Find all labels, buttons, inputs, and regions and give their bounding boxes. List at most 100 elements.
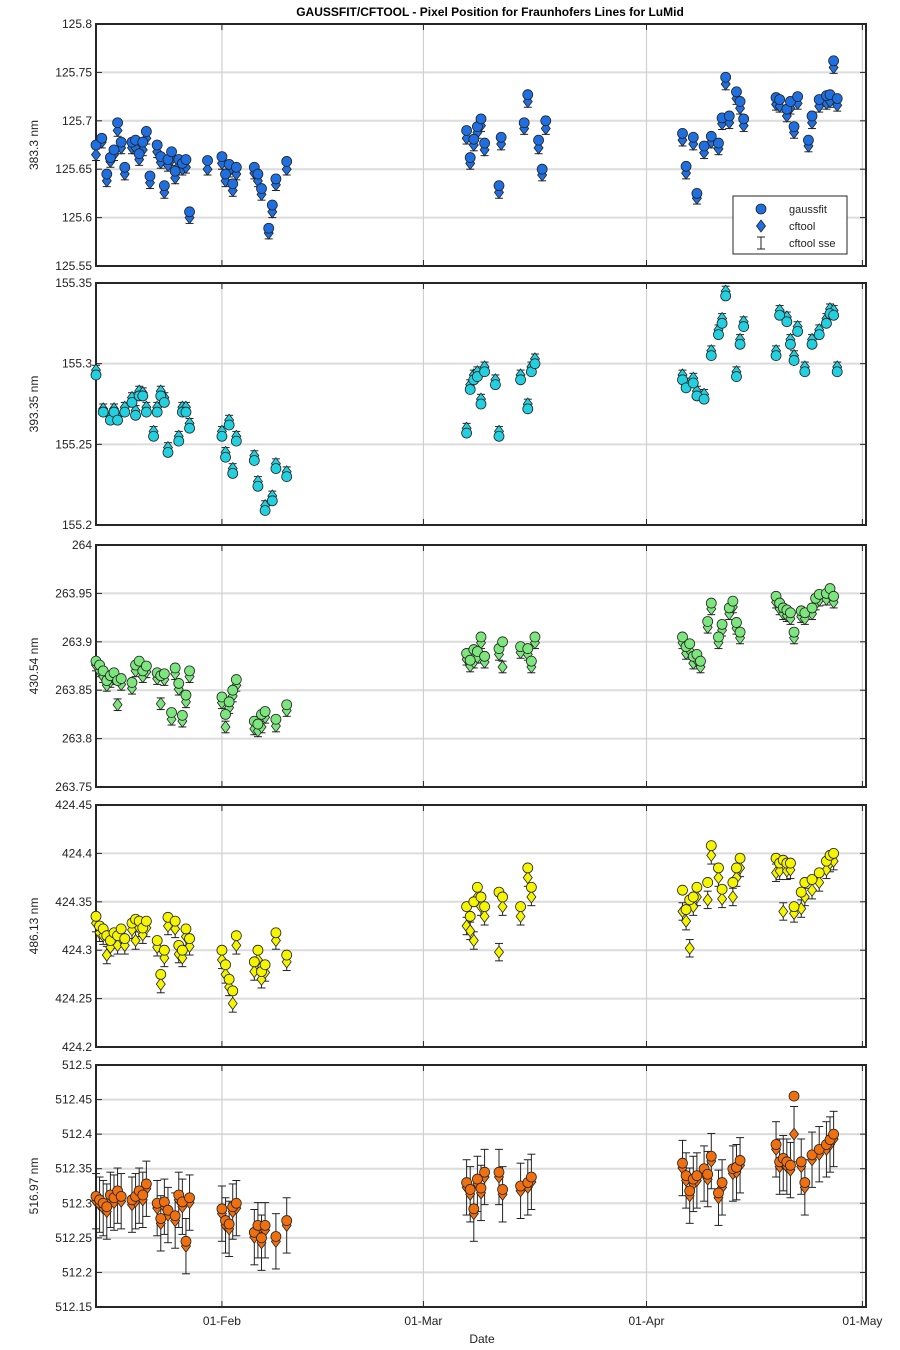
gaussfit-point <box>479 137 490 149</box>
gaussfit-point <box>828 309 840 321</box>
gaussfit-point <box>795 1156 807 1168</box>
gaussfit-point <box>180 923 192 935</box>
gaussfit-point <box>270 463 282 474</box>
gaussfit-point <box>475 113 487 125</box>
gaussfit-point <box>680 160 692 172</box>
gaussfit-point <box>716 317 728 329</box>
gaussfit-point <box>687 377 699 389</box>
gaussfit-point <box>734 96 746 107</box>
gaussfit-point <box>713 329 724 341</box>
y-axis-label: 516.97 nm <box>27 1158 41 1215</box>
gaussfit-point <box>169 915 181 927</box>
y-tick-label: 125.8 <box>62 17 92 31</box>
gaussfit-point <box>705 597 717 609</box>
gaussfit-point <box>259 706 271 717</box>
gaussfit-point <box>705 1150 717 1162</box>
x-tick-label: 01-Mar <box>404 1314 442 1328</box>
gaussfit-point <box>472 881 483 893</box>
gaussfit-point <box>119 161 131 173</box>
cftool-point <box>497 660 508 674</box>
gaussfit-point <box>169 165 181 177</box>
gaussfit-point <box>281 949 293 961</box>
gaussfit-point <box>698 140 710 152</box>
gaussfit-point <box>461 125 473 136</box>
gaussfit-point <box>828 55 840 67</box>
gaussfit-point <box>223 419 235 431</box>
gaussfit-point <box>734 626 746 638</box>
panel-5: 512.15 512.2 512.25 512.3 512.35 512.4 512.45 5… <box>27 1058 882 1328</box>
gaussfit-point <box>529 358 541 370</box>
cftool-point <box>684 941 695 955</box>
gaussfit-point <box>112 414 123 426</box>
y-tick-label: 125.55 <box>55 259 92 273</box>
gaussfit-point <box>479 650 490 662</box>
gaussfit-point <box>525 1171 537 1183</box>
gaussfit-point <box>169 662 181 674</box>
gaussfit-point <box>248 956 260 968</box>
gaussfit-point <box>137 390 149 402</box>
gaussfit-point <box>770 350 782 362</box>
gaussfit-point <box>828 848 840 859</box>
gaussfit-point <box>770 1139 782 1150</box>
gaussfit-point <box>119 406 131 418</box>
y-tick-label: 263.75 <box>55 780 92 794</box>
x-tick-label: 01-May <box>842 1314 882 1328</box>
cftool-point <box>227 996 238 1011</box>
cftool-point <box>702 893 713 907</box>
gaussfit-point <box>90 910 102 922</box>
cftool-point <box>493 945 504 959</box>
gaussfit-point <box>774 94 786 105</box>
gaussfit-point <box>184 933 195 944</box>
gaussfit-point <box>723 110 735 122</box>
gaussfit-point <box>266 495 278 507</box>
gaussfit-point <box>792 325 804 337</box>
gaussfit-point <box>529 631 541 643</box>
legend-label: cftool sse <box>789 238 835 250</box>
gaussfit-point <box>493 1166 505 1178</box>
gaussfit-point <box>281 1215 293 1226</box>
gaussfit-point <box>230 1197 242 1209</box>
gaussfit-point <box>788 121 800 133</box>
gaussfit-point <box>691 187 703 199</box>
gaussfit-point <box>788 626 800 638</box>
gaussfit-point <box>533 134 544 146</box>
gaussfit-point <box>831 366 843 378</box>
gaussfit-point <box>475 631 487 643</box>
gaussfit-point <box>475 891 487 903</box>
gaussfit-point <box>151 935 163 946</box>
gaussfit-point <box>133 148 145 160</box>
cftool-point <box>465 924 476 938</box>
gaussfit-point <box>202 155 213 166</box>
cftool-point <box>713 870 724 885</box>
gaussfit-point <box>831 93 843 104</box>
gaussfit-point <box>151 406 163 418</box>
gaussfit-point <box>227 178 239 190</box>
gaussfit-point <box>792 91 804 102</box>
y-tick-label: 424.2 <box>62 1040 92 1054</box>
y-tick-label: 125.75 <box>55 65 92 79</box>
gaussfit-point <box>140 126 152 137</box>
gaussfit-point <box>806 1149 818 1161</box>
legend-cftool-marker <box>756 219 766 233</box>
gaussfit-point <box>158 668 170 680</box>
gaussfit-point <box>705 840 717 852</box>
gaussfit-point <box>252 944 264 956</box>
gaussfit-point <box>734 1155 746 1166</box>
gaussfit-point <box>677 1157 688 1169</box>
gaussfit-point <box>705 130 717 142</box>
gaussfit-point <box>525 881 537 893</box>
gaussfit-point <box>220 168 231 180</box>
gaussfit-point <box>216 1203 228 1215</box>
gaussfit-point <box>806 110 818 122</box>
gaussfit-point <box>695 655 706 667</box>
gaussfit-point <box>101 168 113 180</box>
gaussfit-point <box>698 393 710 405</box>
gaussfit-point <box>140 1178 152 1190</box>
gaussfit-point <box>525 655 537 667</box>
gaussfit-point <box>687 891 699 903</box>
gaussfit-point <box>813 867 825 879</box>
gaussfit-point <box>522 89 534 101</box>
gaussfit-point <box>821 317 832 329</box>
cftool-point <box>807 883 818 897</box>
